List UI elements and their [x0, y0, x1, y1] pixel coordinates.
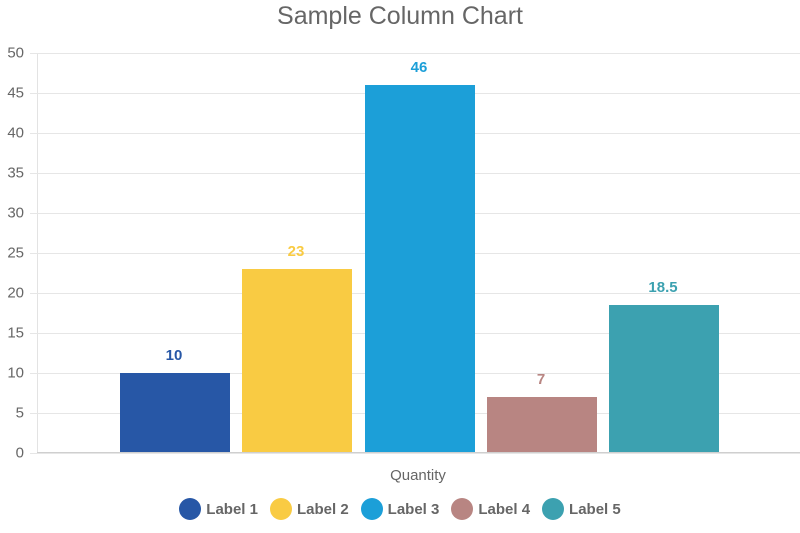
y-tick-label: 35: [7, 164, 24, 182]
legend-label: Label 5: [569, 500, 621, 518]
value-label: 10: [165, 347, 183, 364]
bar-label-2[interactable]: [242, 269, 352, 453]
legend-item[interactable]: Label 5: [542, 498, 621, 520]
legend-item[interactable]: Label 3: [360, 498, 440, 520]
legend-swatch-icon: [542, 498, 565, 520]
legend-label: Label 1: [206, 500, 258, 518]
value-label: 23: [287, 243, 305, 260]
legend-item[interactable]: Label 4: [451, 498, 530, 520]
y-tick-label: 0: [15, 444, 24, 462]
bar-label-3[interactable]: [365, 85, 475, 453]
legend-swatch-icon: [179, 498, 202, 520]
chart-title: Sample Column Chart: [277, 2, 523, 30]
x-axis-label: Quantity: [390, 467, 446, 484]
y-tick-label: 50: [7, 44, 24, 62]
legend-item[interactable]: Label 2: [269, 498, 349, 520]
legend-item[interactable]: Label 1: [179, 498, 258, 520]
y-tick-label: 10: [7, 364, 24, 382]
y-tick-label: 15: [7, 324, 24, 342]
y-tick-label: 5: [15, 404, 24, 422]
legend-swatch-icon: [360, 498, 383, 520]
plot-area: [30, 53, 800, 454]
y-tick-label: 30: [7, 204, 24, 222]
value-label: 18.5: [648, 279, 678, 296]
legend-swatch-icon: [269, 498, 292, 520]
x-axis-line: [37, 452, 800, 453]
legend-swatch-icon: [451, 498, 474, 520]
legend-label: Label 2: [296, 500, 349, 518]
y-tick-label: 45: [7, 84, 24, 102]
legend-label: Label 4: [478, 500, 531, 518]
value-label: 7: [536, 371, 546, 388]
y-tick-label: 20: [7, 284, 24, 302]
gridline: [30, 53, 800, 54]
gridline: [30, 453, 800, 454]
y-tick-label: 40: [7, 124, 24, 142]
bar-label-1[interactable]: [120, 373, 230, 453]
bar-label-5[interactable]: [609, 305, 719, 453]
legend: Label 1 Label 2 Label 3 Label 4 Label 5: [0, 498, 800, 520]
value-label: 46: [410, 59, 428, 76]
legend-label: Label 3: [387, 500, 440, 518]
y-tick-label: 25: [7, 244, 24, 262]
bar-label-4[interactable]: [487, 397, 597, 453]
